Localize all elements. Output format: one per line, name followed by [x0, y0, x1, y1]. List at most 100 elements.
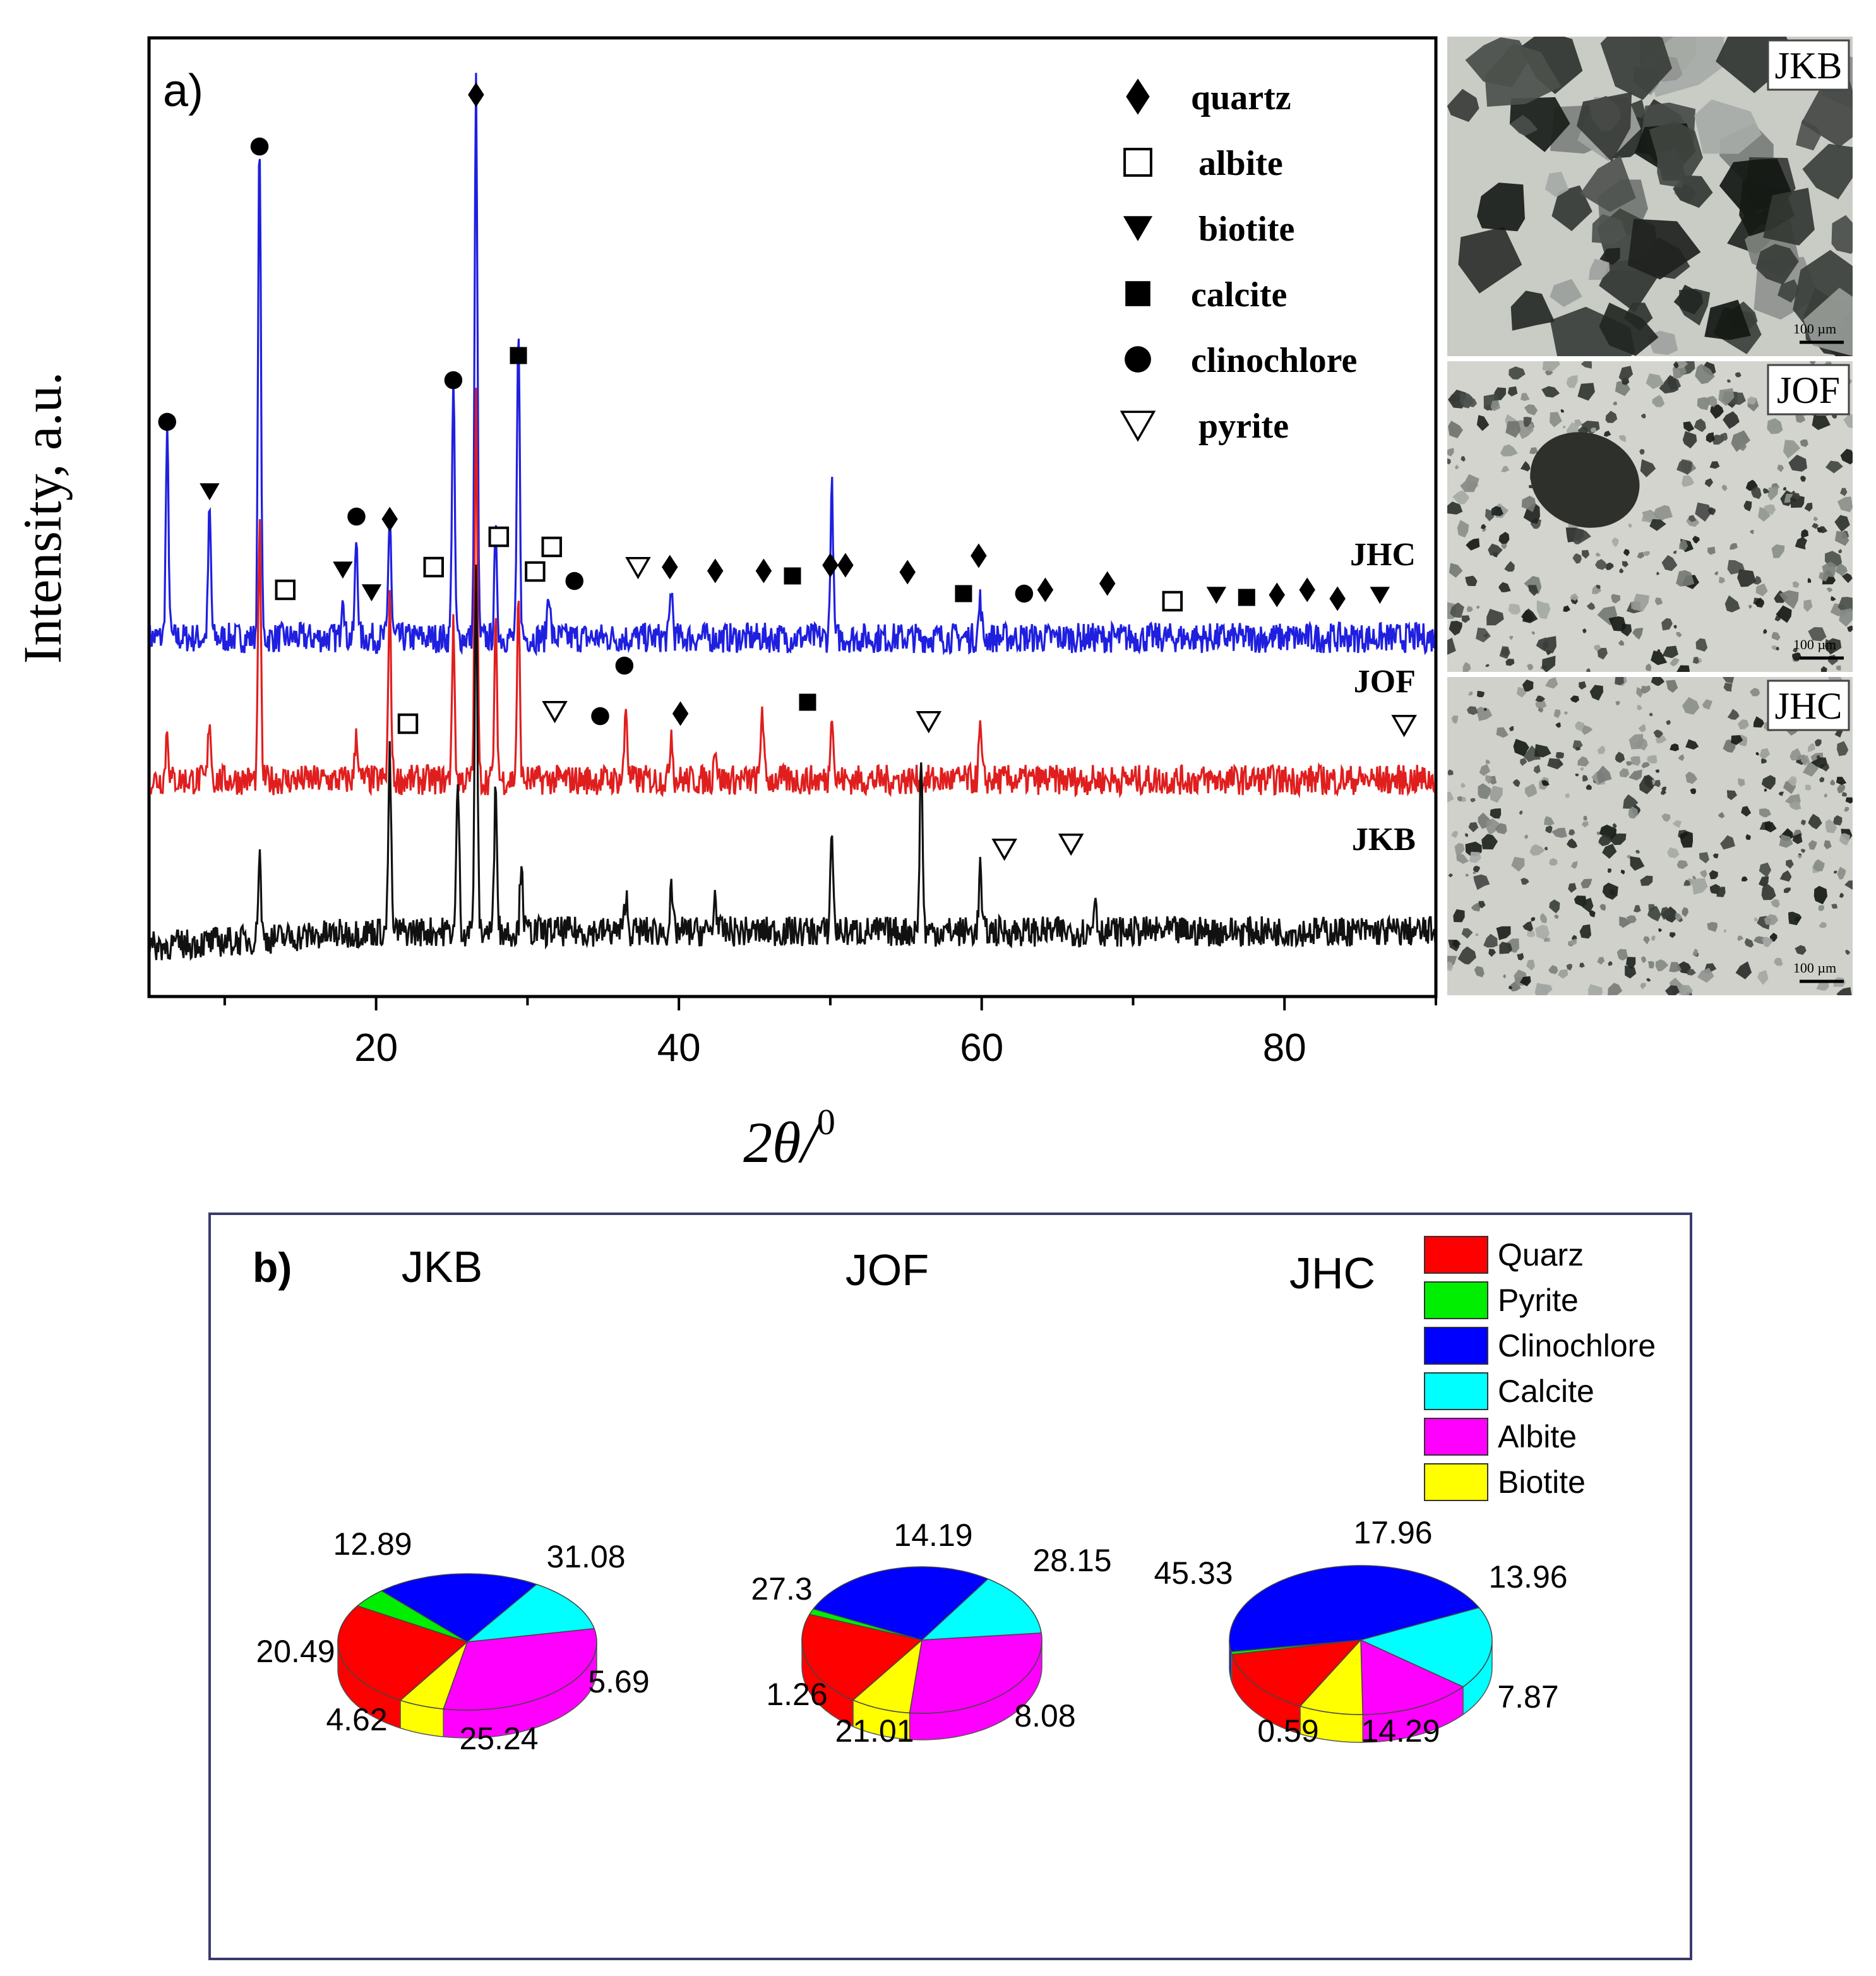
micrograph-large-grain	[1530, 432, 1640, 528]
pie-slice-Quarz	[801, 1614, 923, 1701]
pie-slice-Biotite	[1299, 1639, 1363, 1715]
pie-slice-Albite	[1360, 1639, 1464, 1715]
micrograph-scale-label: 100 µm	[1793, 960, 1836, 976]
micrograph-label: JOF	[1777, 369, 1840, 411]
xrd-marker-JHC-circle-0	[158, 412, 177, 431]
xrd-legend: quartz albite biotite calcite clinochlore pyr…	[1120, 78, 1357, 446]
pie-value-label-Pyrite: 0.59	[1257, 1713, 1318, 1749]
pie-slice-Clinochlore	[380, 1573, 538, 1643]
pie-value-label-Biotite: 5.69	[588, 1664, 649, 1699]
pie-slice-Calcite	[465, 1583, 595, 1643]
pie-slice-Calcite	[1359, 1607, 1493, 1687]
pie-legend-label-Albite: Albite	[1498, 1419, 1577, 1454]
pie-legend-label-Calcite: Calcite	[1498, 1374, 1594, 1409]
xrd-marker-JHC-down-triangle-35	[1370, 587, 1390, 604]
pie-legend-swatch-Quarz	[1424, 1236, 1488, 1274]
xrd-legend-symbol-clinochlore	[1125, 346, 1151, 373]
xrd-x-axis-label-sup: 0	[817, 1101, 835, 1142]
micrograph-label: JHC	[1775, 685, 1843, 727]
xrd-legend-symbol-albite	[1123, 148, 1152, 177]
xrd-marker-JHC-square-24	[955, 585, 972, 602]
xrd-series-JKB	[150, 564, 1435, 961]
xrd-marker-JHC-diamond-7	[381, 506, 398, 532]
pie-legend-label-Pyrite: Pyrite	[1498, 1283, 1579, 1318]
xrd-marker-JHC-down-triangle-1	[200, 483, 220, 501]
xrd-y-axis-label: Intensity, a.u.	[12, 372, 73, 664]
xrd-x-axis-label-main: 2θ/	[743, 1110, 821, 1175]
xrd-marker-JHC-diamond-28	[1099, 571, 1116, 596]
xrd-series-JHC	[150, 73, 1435, 657]
xrd-marker-JHC-diamond-18	[707, 558, 724, 584]
pie-value-label-Clinochlore: 27.3	[751, 1571, 812, 1607]
pie-slice-Albite	[443, 1628, 597, 1711]
pie-slice-Clinochlore	[1229, 1565, 1480, 1653]
xrd-x-axis: 20 40 60 80	[223, 997, 1437, 1070]
pie-value-label-Clinochlore: 20.49	[256, 1634, 335, 1669]
xrd-legend-label-pyrite: pyrite	[1198, 407, 1289, 446]
xrd-legend-label-albite: albite	[1198, 144, 1283, 183]
micrograph-label-box	[1767, 39, 1850, 91]
pie-legend-label-Quarz: Quarz	[1498, 1237, 1584, 1272]
pie-value-label-Quarz: 21.01	[835, 1713, 914, 1749]
xrd-x-axis-label: 2θ/0	[743, 1101, 835, 1175]
xrd-peak-markers	[158, 82, 1417, 861]
micrograph-scale-label: 100 µm	[1793, 637, 1836, 652]
xrd-legend-symbol-quartz	[1126, 78, 1150, 115]
xrd-series-JOF	[150, 387, 1435, 799]
xrd-marker-JHC-diamond-17	[662, 554, 678, 580]
pie-value-label-Pyrite: 4.62	[326, 1702, 387, 1737]
xrd-marker-JHC-diamond-27	[1037, 577, 1054, 602]
pie-slice-Pyrite	[356, 1590, 468, 1643]
xrd-marker-JHC-diamond-23	[899, 560, 916, 585]
pie-value-label-Calcite: 14.19	[893, 1518, 972, 1553]
xrd-marker-JHC-open-square-11	[488, 526, 510, 548]
micrograph-column: JKB 100 µm JOF 100 µm JHC 100 µm	[1447, 37, 1853, 995]
xrd-marker-JHC-square-20	[784, 567, 801, 585]
composition-panel: b) JKB 25.24 4.62 20.49 12.89 31.08 5.69 JOF 21.…	[208, 1213, 1692, 1960]
xrd-marker-JHC-circle-2	[250, 137, 269, 156]
micrograph-scale-label: 100 µm	[1793, 321, 1836, 337]
xrd-marker-JOF-open-square-0	[397, 713, 419, 734]
pie-value-label-Biotite: 8.08	[1014, 1698, 1075, 1733]
xrd-panel-label: a)	[163, 66, 203, 116]
pie-chart-JKB: JKB 25.24 4.62 20.49 12.89 31.08 5.69	[256, 1242, 649, 1756]
xrd-legend-label-calcite: calcite	[1191, 275, 1287, 314]
pie-value-label-Quarz: 25.24	[459, 1721, 538, 1756]
xrd-marker-JHC-diamond-10	[468, 82, 484, 107]
pie-legend-swatch-Albite	[1424, 1418, 1488, 1456]
xrd-marker-JOF-circle-3	[615, 656, 634, 675]
xrd-legend-label-quartz: quartz	[1191, 78, 1291, 117]
pie-value-label-Albite: 31.08	[546, 1539, 625, 1574]
micrograph-particles	[1447, 677, 1853, 995]
xrd-marker-JHC-open-square-29	[1162, 590, 1183, 612]
micrograph-particles	[1447, 37, 1853, 356]
xrd-marker-JHC-diamond-22	[837, 553, 854, 578]
pie-slice-Quarz	[1231, 1639, 1362, 1707]
pie-legend-swatch-Pyrite	[1424, 1281, 1488, 1319]
xrd-marker-JHC-diamond-21	[822, 553, 839, 578]
xrd-marker-JHC-diamond-19	[755, 558, 772, 584]
xrd-x-tick-label: 60	[960, 1026, 1003, 1070]
xrd-series-labels: JHC JOF JKB	[1350, 537, 1416, 858]
pie-value-label-Calcite: 12.89	[333, 1526, 412, 1562]
pie-legend: Quarz Pyrite Clinochlore Calcite Albite Bioti…	[1424, 1236, 1656, 1501]
pie-slice-Albite	[909, 1632, 1043, 1714]
pie-slice-Calcite	[920, 1578, 1042, 1641]
xrd-marker-JOF-circle-2	[591, 707, 609, 726]
xrd-panel: a) 20 40 60 80 JHC JOF JKB quartz albite biotit…	[12, 36, 1438, 1175]
xrd-marker-JKB-open-down-triangle-1	[1058, 834, 1084, 856]
micrograph-label-box	[1767, 364, 1850, 416]
pie-value-label-Biotite: 7.87	[1497, 1679, 1558, 1715]
micrograph-JKB: JKB 100 µm	[1447, 37, 1853, 356]
xrd-marker-JHC-square-12	[510, 347, 527, 364]
xrd-marker-JHC-open-square-13	[525, 561, 546, 582]
xrd-marker-JHC-open-square-3	[275, 579, 296, 601]
xrd-x-tick-label: 80	[1263, 1026, 1306, 1070]
micrograph-JHC: JHC 100 µm	[1447, 677, 1853, 995]
pie-slice-Clinochlore	[812, 1566, 989, 1641]
pie-value-label-Albite: 13.96	[1488, 1559, 1567, 1595]
pie-legend-swatch-Biotite	[1424, 1463, 1488, 1501]
xrd-legend-symbol-calcite	[1125, 281, 1150, 306]
xrd-x-tick-label: 40	[657, 1026, 701, 1070]
xrd-marker-JHC-open-square-14	[541, 536, 563, 558]
